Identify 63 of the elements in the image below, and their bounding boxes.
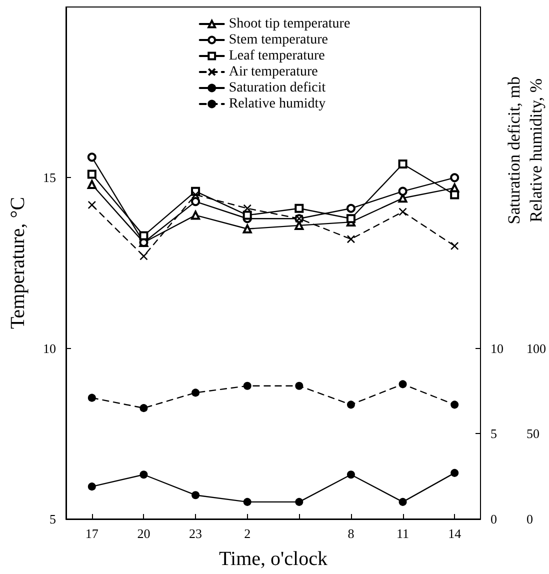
point bbox=[88, 200, 96, 210]
x-tick-label: 11 bbox=[396, 526, 410, 541]
point bbox=[243, 382, 252, 390]
point bbox=[346, 214, 356, 224]
y3-tick-label: 100 bbox=[526, 340, 546, 356]
point bbox=[192, 491, 200, 500]
point bbox=[88, 394, 96, 402]
x-tick-label: 14 bbox=[448, 526, 462, 541]
x-tick-label: 17 bbox=[85, 526, 99, 541]
point bbox=[346, 470, 355, 479]
legend-label: Shoot tip temperature bbox=[228, 16, 350, 32]
point bbox=[87, 170, 96, 179]
point bbox=[242, 210, 252, 220]
y-axis-title: Temperature, °C bbox=[7, 196, 29, 330]
x-tick-label: 20 bbox=[137, 526, 150, 541]
point bbox=[398, 208, 407, 216]
point bbox=[87, 180, 96, 189]
point bbox=[346, 400, 355, 409]
point bbox=[398, 160, 408, 169]
y3-tick-label: 0 bbox=[526, 512, 533, 526]
point bbox=[398, 380, 407, 388]
x-tick-label: 8 bbox=[348, 526, 354, 541]
point bbox=[398, 186, 408, 196]
point bbox=[191, 190, 200, 199]
point bbox=[140, 252, 148, 260]
legend-label: Stem temperature bbox=[228, 32, 328, 48]
point bbox=[87, 152, 96, 162]
point bbox=[295, 382, 304, 390]
y-tick-label: 15 bbox=[43, 170, 56, 186]
y2-axis-title: Saturation deficit, mb bbox=[504, 76, 524, 224]
y2-tick-label: 5 bbox=[490, 426, 497, 442]
x-tick-label: 2 bbox=[244, 526, 251, 541]
point bbox=[243, 498, 252, 506]
point bbox=[242, 224, 252, 234]
legend-label: Saturation deficit bbox=[228, 80, 326, 96]
point bbox=[139, 231, 148, 240]
y-tick-label: 10 bbox=[43, 340, 56, 356]
point bbox=[450, 242, 459, 250]
point bbox=[346, 204, 356, 213]
point bbox=[191, 197, 200, 206]
legend-label: Leaf temperature bbox=[228, 48, 325, 64]
y-tick-label: 5 bbox=[50, 512, 56, 526]
x-axis-title: Time, o'clock bbox=[219, 548, 328, 570]
point bbox=[346, 234, 356, 244]
y3-axis-title: Relative humidity, % bbox=[526, 78, 546, 222]
y2-tick-label: 0 bbox=[490, 512, 497, 526]
point bbox=[450, 190, 460, 200]
point bbox=[192, 388, 200, 397]
y2-tick-label: 10 bbox=[490, 340, 504, 356]
legend-label: Air temperature bbox=[228, 64, 318, 80]
point bbox=[140, 404, 148, 412]
point bbox=[88, 482, 96, 491]
point bbox=[140, 470, 148, 479]
point bbox=[294, 204, 304, 213]
point bbox=[295, 498, 304, 506]
x-tick-label: 23 bbox=[189, 526, 202, 541]
point bbox=[450, 468, 459, 477]
point bbox=[450, 173, 460, 182]
point bbox=[450, 400, 459, 409]
point bbox=[398, 498, 407, 506]
legend-label: Relative humidty bbox=[228, 96, 326, 112]
y3-tick-label: 50 bbox=[526, 426, 540, 442]
point bbox=[191, 210, 200, 220]
